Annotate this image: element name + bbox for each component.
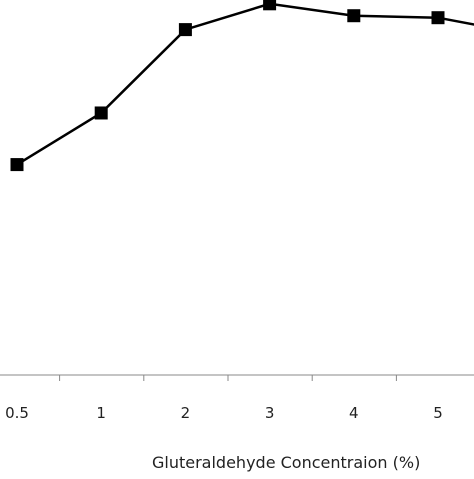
x-axis-title: Gluteraldehyde Concentraion (%): [152, 453, 420, 472]
data-point-marker: [11, 158, 24, 171]
data-point-marker: [263, 0, 276, 10]
x-tick-label: 4: [349, 404, 359, 422]
x-tick-label: 3: [265, 404, 275, 422]
x-tick-label: 0.5: [5, 404, 29, 422]
data-point-marker: [95, 106, 108, 119]
x-tick-label: 1: [96, 404, 106, 422]
x-tick-marks: [60, 375, 397, 381]
data-point-marker: [179, 23, 192, 36]
data-point-marker: [432, 11, 445, 24]
x-tick-label: 5: [433, 404, 443, 422]
data-point-marker: [347, 9, 360, 22]
x-tick-labels: 0.5123456: [5, 404, 474, 422]
series-markers: [11, 0, 474, 171]
series-line: [17, 4, 474, 165]
x-tick-label: 2: [181, 404, 191, 422]
